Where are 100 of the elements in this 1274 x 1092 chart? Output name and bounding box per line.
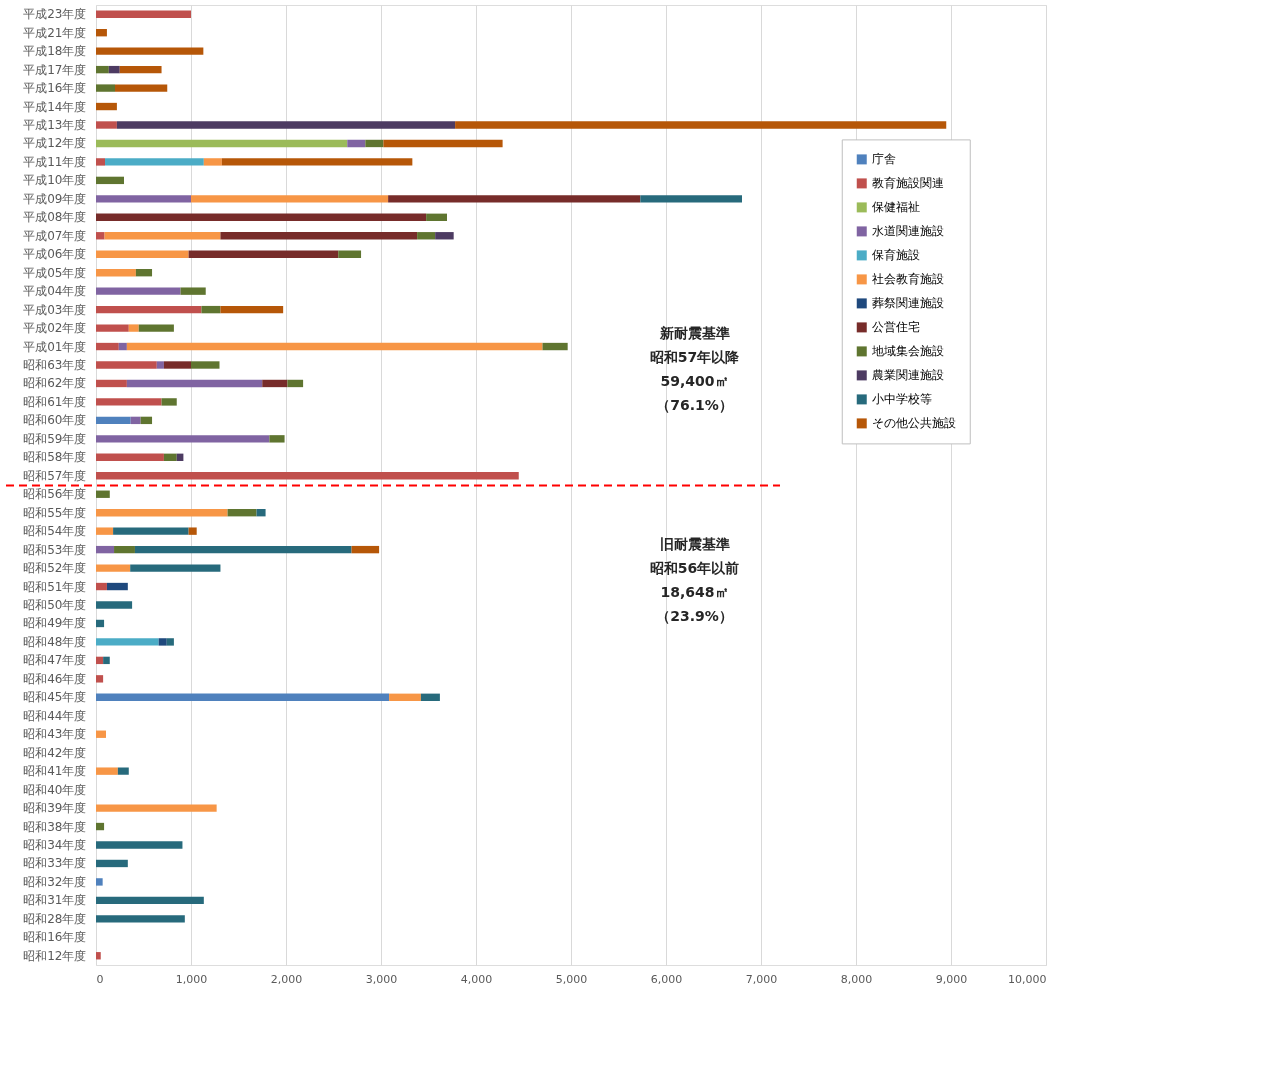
bar	[126, 342, 543, 351]
bar	[96, 324, 129, 332]
bar	[338, 250, 362, 258]
bar	[96, 416, 131, 425]
bar	[96, 878, 103, 886]
y-tick-label: 昭和50年度	[23, 598, 87, 612]
bar	[96, 896, 204, 905]
bar	[116, 121, 456, 129]
y-tick-label: 平成11年度	[23, 154, 87, 169]
bar	[96, 250, 189, 258]
y-tick-label: 平成18年度	[23, 44, 87, 59]
y-tick-label: 平成17年度	[23, 62, 87, 77]
bar	[96, 10, 191, 18]
bar	[113, 527, 189, 535]
annotation: 昭和57年以降	[649, 348, 741, 365]
y-tick-label: 平成14年度	[23, 99, 87, 114]
y-tick-label: 昭和58年度	[23, 450, 87, 465]
y-tick-label: 平成08年度	[23, 210, 87, 225]
bar	[96, 287, 181, 295]
bar	[417, 232, 436, 240]
y-tick-label: 昭和46年度	[23, 671, 87, 686]
bar	[117, 767, 129, 775]
bar	[365, 139, 384, 148]
y-tick-label: 昭和47年度	[23, 653, 87, 668]
y-tick-label: 平成12年度	[23, 136, 87, 151]
bar	[96, 232, 105, 240]
bar	[96, 361, 157, 369]
bar	[135, 269, 153, 277]
y-tick-label: 昭和32年度	[23, 874, 87, 889]
bar	[96, 176, 125, 185]
bar	[140, 416, 153, 425]
y-tick-label: 平成10年度	[23, 173, 87, 188]
bar	[105, 158, 204, 166]
x-tick-label: 7,000	[745, 972, 778, 986]
bar	[134, 545, 352, 554]
legend-label: 農業関連施設	[871, 368, 944, 383]
annotation: （23.9%）	[656, 608, 733, 624]
bar	[191, 195, 389, 203]
bar	[221, 158, 413, 166]
bar	[96, 84, 115, 92]
bar	[96, 767, 118, 775]
bar	[96, 29, 107, 37]
bar	[96, 693, 390, 701]
bar	[96, 47, 204, 55]
bar	[106, 582, 128, 591]
bar	[351, 545, 380, 554]
bar	[388, 195, 641, 203]
bar	[96, 841, 183, 849]
bar	[96, 435, 270, 443]
bar	[256, 509, 266, 517]
bar	[96, 804, 217, 812]
y-tick-label: 昭和53年度	[23, 542, 87, 557]
bar	[96, 730, 106, 738]
bar	[108, 65, 120, 74]
y-tick-label: 昭和52年度	[23, 561, 87, 576]
x-tick-label: 1,000	[175, 972, 208, 986]
bar	[115, 84, 168, 92]
legend-label: 小中学校等	[871, 392, 932, 407]
y-tick-label: 平成03年度	[23, 302, 87, 317]
bar	[130, 416, 141, 425]
y-tick-label: 平成09年度	[23, 191, 87, 206]
bar	[542, 342, 568, 351]
bar	[96, 619, 105, 628]
y-tick-label: 昭和45年度	[23, 690, 87, 705]
y-tick-label: 昭和60年度	[23, 413, 87, 428]
y-tick-label: 昭和39年度	[23, 801, 87, 816]
annotation: 59,400㎡	[660, 372, 729, 389]
bar	[96, 379, 127, 388]
bar	[96, 158, 106, 166]
bar	[96, 601, 133, 609]
legend-label: 保健福祉	[871, 200, 920, 215]
y-tick-label: 昭和44年度	[23, 708, 87, 723]
bar	[191, 361, 220, 369]
y-tick-label: 昭和33年度	[23, 856, 87, 871]
x-tick-label: 3,000	[365, 972, 398, 986]
bar	[220, 232, 418, 240]
y-tick-label: 昭和12年度	[23, 948, 87, 963]
x-tick-label: 0	[96, 972, 104, 986]
bar	[96, 527, 114, 535]
bar	[118, 342, 127, 351]
annotation: 旧耐震基準	[659, 536, 730, 552]
bar	[96, 490, 110, 498]
bar	[158, 638, 167, 646]
bar	[96, 305, 202, 314]
bar	[455, 121, 947, 129]
annotation: 新耐震基準	[658, 324, 730, 341]
bar	[96, 509, 228, 517]
y-tick-label: 平成04年度	[23, 284, 87, 299]
x-tick-label: 6,000	[650, 972, 683, 986]
annotation: 18,648㎡	[660, 584, 729, 600]
bar	[96, 822, 105, 831]
y-tick-label: 昭和51年度	[23, 579, 87, 594]
legend-label: その他公共施設	[871, 416, 956, 431]
bar	[220, 305, 284, 314]
bar	[156, 361, 164, 369]
y-tick-label: 平成23年度	[23, 7, 87, 22]
bar	[96, 656, 104, 665]
bar	[227, 509, 257, 517]
y-tick-label: 昭和63年度	[23, 358, 87, 372]
bar	[163, 361, 191, 369]
